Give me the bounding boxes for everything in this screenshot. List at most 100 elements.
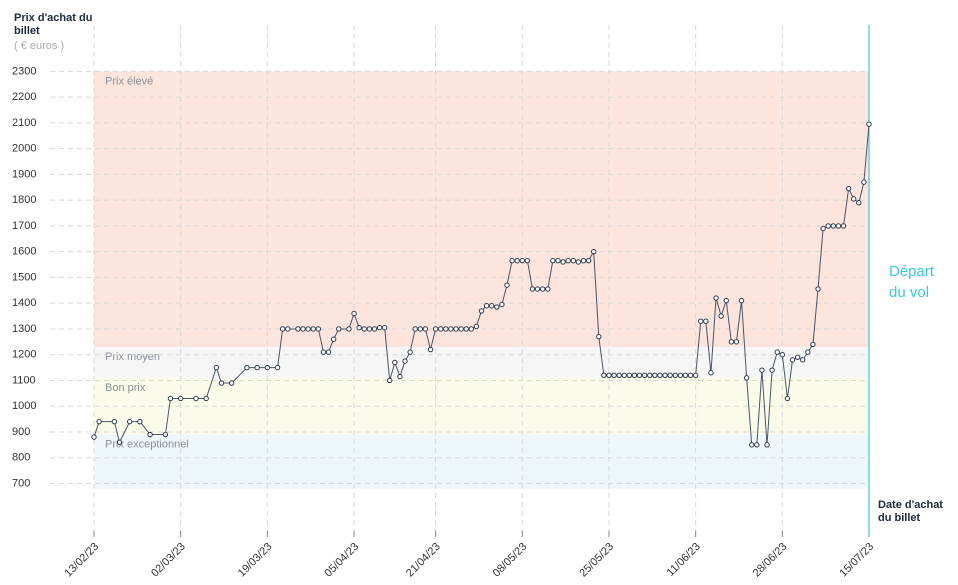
price-point bbox=[524, 257, 531, 264]
price-point bbox=[427, 346, 434, 353]
price-point bbox=[458, 326, 464, 332]
price-point bbox=[218, 380, 225, 386]
price-point bbox=[116, 439, 123, 445]
price-point bbox=[203, 395, 209, 402]
x-tick-label: 08/05/23 bbox=[491, 541, 530, 580]
price-point bbox=[845, 185, 852, 192]
price-point bbox=[488, 303, 495, 309]
price-point bbox=[555, 257, 561, 264]
price-point bbox=[213, 364, 220, 371]
price-point bbox=[137, 418, 143, 425]
price-point bbox=[366, 326, 373, 332]
price-point bbox=[575, 259, 582, 265]
price-point bbox=[264, 364, 271, 371]
price-point bbox=[545, 286, 551, 292]
x-tick-label: 15/07/23 bbox=[837, 541, 876, 580]
price-point bbox=[866, 121, 872, 127]
band-label: Prix exceptionnel bbox=[105, 438, 189, 450]
price-point bbox=[621, 372, 627, 379]
price-point bbox=[794, 354, 801, 360]
price-point bbox=[438, 326, 444, 332]
y-axis-title: Prix d'achat du billet bbox=[14, 12, 93, 37]
price-point bbox=[606, 372, 612, 379]
price-point bbox=[432, 326, 439, 332]
price-point bbox=[162, 431, 169, 438]
price-point bbox=[728, 339, 735, 345]
y-tick-label: 1400 bbox=[12, 297, 36, 309]
x-tick-label: 02/03/23 bbox=[149, 541, 188, 580]
y-tick-label: 2200 bbox=[12, 91, 36, 103]
price-point bbox=[601, 372, 607, 379]
price-point bbox=[580, 257, 587, 264]
price-point bbox=[346, 326, 352, 332]
price-point bbox=[820, 225, 826, 232]
price-point bbox=[800, 357, 806, 363]
y-tick-label: 1500 bbox=[12, 271, 36, 283]
price-point bbox=[851, 196, 857, 202]
band-label: Prix élevé bbox=[105, 75, 153, 87]
price-point bbox=[677, 372, 684, 379]
price-point bbox=[320, 349, 327, 355]
price-point bbox=[412, 326, 418, 332]
price-point bbox=[749, 442, 755, 448]
price-point bbox=[856, 200, 862, 206]
price-point bbox=[371, 326, 378, 332]
price-point bbox=[147, 431, 153, 438]
price-band bbox=[94, 346, 869, 378]
price-point bbox=[453, 326, 459, 332]
band-label: Prix moyen bbox=[105, 351, 160, 363]
price-point bbox=[733, 339, 740, 345]
price-point bbox=[387, 377, 393, 384]
price-point bbox=[769, 367, 775, 373]
price-point bbox=[585, 257, 592, 264]
price-point bbox=[504, 282, 510, 288]
price-point bbox=[315, 326, 322, 332]
price-point bbox=[91, 434, 97, 440]
price-point bbox=[509, 257, 515, 264]
y-tick-label: 2000 bbox=[12, 143, 36, 155]
price-point bbox=[682, 372, 689, 379]
y-tick-label: 1700 bbox=[12, 220, 36, 232]
price-point bbox=[616, 372, 622, 379]
price-point bbox=[641, 372, 648, 379]
price-point bbox=[336, 326, 342, 332]
price-point bbox=[723, 297, 729, 304]
x-axis-title: Date d'achat du billet bbox=[878, 499, 943, 524]
price-point bbox=[519, 257, 525, 264]
price-point bbox=[274, 364, 281, 371]
price-point bbox=[330, 336, 337, 342]
price-point bbox=[759, 367, 765, 373]
price-point bbox=[422, 326, 429, 332]
annotation: Départ du vol bbox=[889, 263, 935, 301]
price-point bbox=[703, 318, 709, 324]
price-point bbox=[483, 303, 490, 309]
price-point bbox=[254, 364, 260, 371]
price-point bbox=[499, 301, 505, 308]
price-point bbox=[631, 372, 638, 379]
price-point bbox=[789, 357, 796, 363]
price-point bbox=[473, 323, 480, 330]
x-tick-label: 25/05/23 bbox=[577, 541, 616, 580]
price-band bbox=[94, 71, 869, 347]
price-point bbox=[738, 297, 745, 304]
price-point bbox=[111, 418, 118, 425]
price-point bbox=[356, 324, 362, 331]
price-point bbox=[228, 380, 235, 386]
price-point bbox=[478, 308, 485, 314]
price-point bbox=[295, 326, 301, 332]
y-tick-label: 1800 bbox=[12, 194, 36, 206]
price-point bbox=[376, 324, 383, 331]
price-point bbox=[570, 257, 576, 264]
x-tick-label: 05/04/23 bbox=[322, 541, 361, 580]
price-point bbox=[534, 286, 541, 292]
price-point bbox=[443, 326, 449, 332]
price-point bbox=[810, 341, 816, 348]
price-point bbox=[713, 295, 719, 301]
y-tick-label: 800 bbox=[12, 452, 30, 464]
price-point bbox=[96, 418, 102, 425]
price-point bbox=[779, 351, 786, 358]
price-point bbox=[652, 372, 658, 379]
x-tick-label: 28/06/23 bbox=[751, 541, 790, 580]
price-point bbox=[529, 286, 536, 292]
